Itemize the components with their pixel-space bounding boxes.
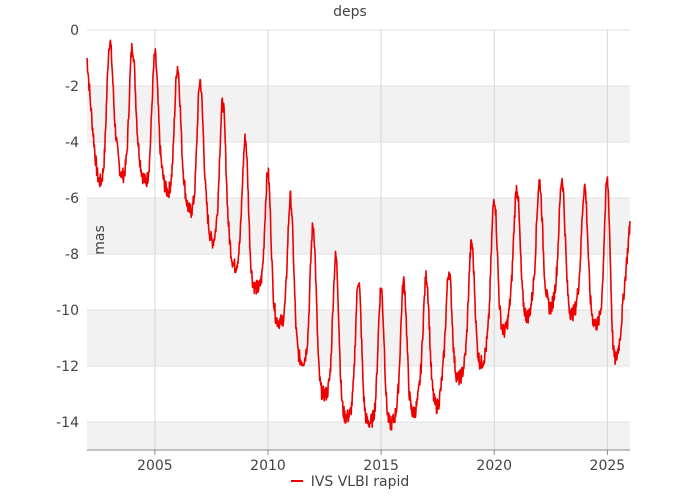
legend[interactable]: IVS VLBI rapid <box>0 474 700 490</box>
x-axis: 2005 2010 2015 2020 2025 <box>137 450 625 474</box>
y-tick-label: -12 <box>56 359 79 375</box>
series-group <box>86 39 631 431</box>
x-tick-label: 2005 <box>137 458 173 474</box>
y-tick-label: -8 <box>65 247 79 263</box>
background-bands <box>87 86 630 450</box>
y-tick-label: -10 <box>56 303 79 319</box>
chart-title: deps <box>333 4 367 20</box>
y-tick-label: -6 <box>65 191 79 207</box>
x-tick-label: 2025 <box>590 458 626 474</box>
y-axis-title: mas <box>92 225 108 255</box>
x-tick-label: 2015 <box>363 458 399 474</box>
y-tick-label: -2 <box>65 79 79 95</box>
legend-label: IVS VLBI rapid <box>310 474 410 490</box>
series-line <box>86 39 631 431</box>
x-tick-label: 2020 <box>476 458 512 474</box>
grid-band <box>87 86 630 142</box>
y-axis: 0 -2 -4 -6 -8 -10 -12 -14 <box>56 23 79 431</box>
y-tick-label: -14 <box>56 415 79 431</box>
legend-swatch <box>290 480 303 482</box>
grid-band <box>87 422 630 450</box>
x-tick-label: 2010 <box>250 458 286 474</box>
gridlines <box>87 29 630 450</box>
y-tick-label: 0 <box>70 23 79 39</box>
grid-band <box>87 198 630 254</box>
y-tick-label: -4 <box>65 135 79 151</box>
grid-band <box>87 310 630 366</box>
